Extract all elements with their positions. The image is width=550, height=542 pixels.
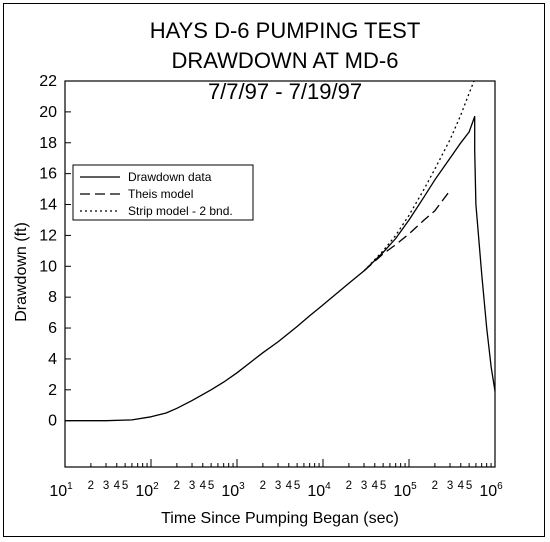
y-tick-label: 6 <box>48 320 57 337</box>
x-axis-label: Time Since Pumping Began (sec) <box>161 510 399 527</box>
chart-title: HAYS D-6 PUMPING TEST DRAWDOWN AT MD-6 7… <box>150 18 421 104</box>
x-minor-tick-label: 3 <box>447 480 453 492</box>
x-tick-label: 105 <box>393 481 417 500</box>
x-minor-tick-label: 4 <box>200 480 207 492</box>
x-minor-tick-label: 2 <box>432 480 438 492</box>
y-tick-label: 10 <box>39 258 57 275</box>
legend-label-theis: Theis model <box>128 187 193 201</box>
series-line-1 <box>65 115 496 422</box>
title-line-1: HAYS D-6 PUMPING TEST <box>150 18 421 43</box>
y-tick-label: 8 <box>48 289 57 306</box>
y-tick-label: 16 <box>39 166 57 183</box>
x-minor-tick-label: 5 <box>466 480 472 492</box>
y-tick-label: 12 <box>39 227 57 244</box>
title-line-3: 7/7/97 - 7/19/97 <box>208 79 362 104</box>
x-minor-tick-label: 5 <box>208 480 214 492</box>
x-minor-tick-label: 3 <box>103 480 109 492</box>
x-minor-tick-label: 5 <box>122 480 128 492</box>
title-line-2: DRAWDOWN AT MD-6 <box>172 48 399 73</box>
x-tick-label: 102 <box>135 481 159 500</box>
x-minor-tick-label: 2 <box>260 480 266 492</box>
y-tick-label: 4 <box>48 351 57 368</box>
x-minor-tick-label: 2 <box>88 480 94 492</box>
x-tick-label: 101 <box>49 481 73 500</box>
y-tick-label: 2 <box>48 382 57 399</box>
x-minor-tick-label: 4 <box>372 480 379 492</box>
series-line-2 <box>363 190 451 272</box>
y-tick-label: 22 <box>39 73 57 90</box>
x-tick-label: 106 <box>479 481 503 500</box>
y-tick-label: 20 <box>39 104 57 121</box>
x-minor-tick-label: 4 <box>458 480 465 492</box>
x-minor-tick-label: 4 <box>286 480 293 492</box>
legend: Drawdown data Theis model Strip model - … <box>72 164 254 221</box>
x-minor-tick-label: 5 <box>380 480 386 492</box>
x-minor-tick-label: 5 <box>294 480 300 492</box>
x-minor-tick-label: 3 <box>275 480 281 492</box>
series-line-3 <box>363 80 475 272</box>
x-tick-label: 103 <box>221 481 245 500</box>
x-tick-label: 104 <box>307 481 331 500</box>
y-tick-label: 14 <box>39 197 57 214</box>
y-axis-label: Drawdown (ft) <box>13 222 30 322</box>
legend-box <box>72 164 254 221</box>
plot-area <box>64 80 496 468</box>
x-minor-tick-label: 3 <box>189 480 195 492</box>
series-layer <box>65 80 496 422</box>
x-minor-tick-label: 2 <box>346 480 352 492</box>
x-minor-tick-label: 4 <box>114 480 121 492</box>
y-axis: 0 2 4 6 8 10 12 14 16 18 20 22 <box>39 73 71 430</box>
legend-label-drawdown: Drawdown data <box>128 170 212 184</box>
x-minor-tick-label: 2 <box>174 480 180 492</box>
legend-label-strip: Strip model - 2 bnd. <box>128 204 233 218</box>
chart-frame <box>3 3 545 537</box>
y-tick-label: 18 <box>39 135 57 152</box>
y-tick-label: 0 <box>48 413 57 430</box>
x-minor-tick-label: 3 <box>361 480 367 492</box>
